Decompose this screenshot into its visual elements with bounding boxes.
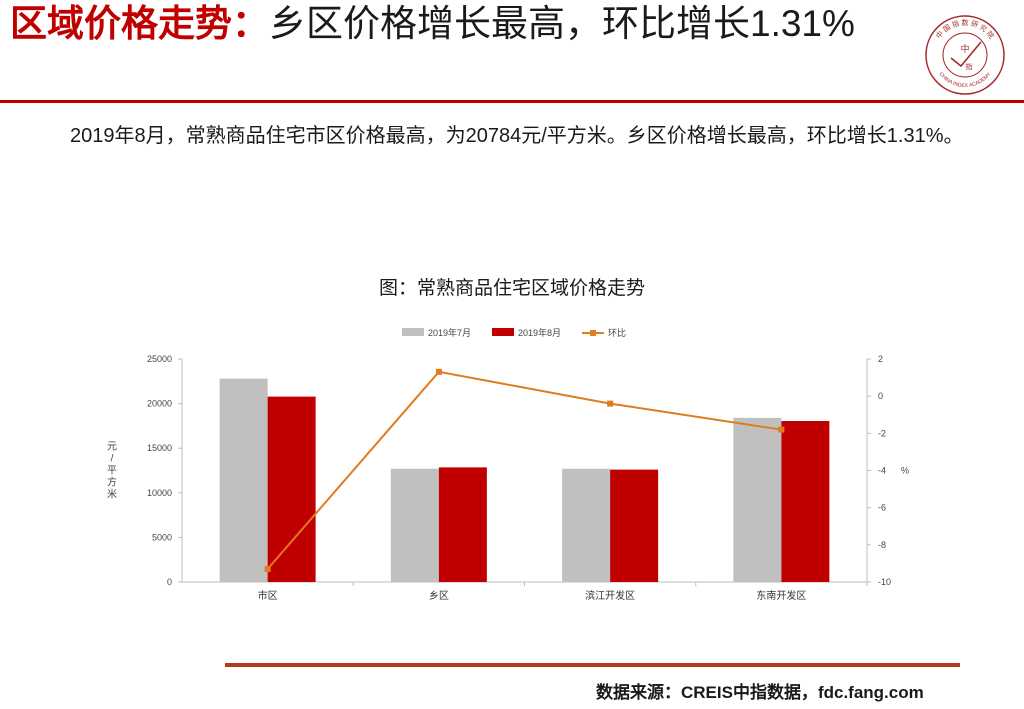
y-axis-label-char: 米 xyxy=(107,488,117,501)
bar-jul xyxy=(562,468,611,582)
legend-label: 2019年8月 xyxy=(518,327,561,338)
y2-axis-label: % xyxy=(901,466,909,476)
footer-divider xyxy=(225,663,960,667)
bar-jul xyxy=(733,417,782,582)
chart-title: 图：常熟商品住宅区域价格走势 xyxy=(378,278,645,299)
mom-change-point xyxy=(778,426,785,433)
bar-jul xyxy=(219,378,268,582)
right-tick-label: -10 xyxy=(878,577,891,587)
x-tick-label: 市区 xyxy=(258,589,278,602)
bar-aug xyxy=(267,396,316,582)
x-tick-label: 东南开发区 xyxy=(756,589,806,602)
logo-english-text: CHINA INDEX ACADEMY xyxy=(938,71,993,89)
bar-jul xyxy=(390,468,439,582)
right-tick-label: -8 xyxy=(878,540,886,550)
legend-swatch-marker xyxy=(590,330,596,336)
data-source: 数据来源：CREIS中指数据，fdc.fang.com xyxy=(596,683,924,702)
left-tick-label: 15000 xyxy=(147,443,172,453)
title-accent: 区域价格走势： xyxy=(10,3,269,44)
summary-text: 2019年8月，常熟商品住宅市区价格最高，为20784元/平方米。乡区价格增长最… xyxy=(70,125,964,147)
logo-ring-text: 中 国 指 数 研 究 院 xyxy=(934,18,996,40)
y-axis-label-char: 方 xyxy=(107,476,117,489)
right-tick-label: -6 xyxy=(878,503,886,513)
price-trend-chart: 0 5000 10000 15000 20000 25000 -10 -8 -6 -4 -2 0 2 元/… xyxy=(107,327,909,602)
right-tick-label: -2 xyxy=(878,428,886,438)
x-tick-label: 乡区 xyxy=(429,590,449,602)
y-axis-label-char: 元 xyxy=(107,442,117,453)
right-tick-label: 0 xyxy=(878,391,883,401)
right-tick-label: 2 xyxy=(878,354,883,364)
left-tick-label: 0 xyxy=(167,577,172,587)
legend-label: 2019年7月 xyxy=(428,327,471,338)
legend-swatch xyxy=(492,328,514,336)
logo-center-bottom: 指 xyxy=(966,62,973,71)
legend-label: 环比 xyxy=(608,327,626,338)
left-tick-label: 10000 xyxy=(147,488,172,498)
y-axis-label-char: 平 xyxy=(107,466,117,477)
bar-aug xyxy=(610,469,659,582)
x-tick-label: 滨江开发区 xyxy=(585,589,635,602)
left-tick-label: 25000 xyxy=(147,354,172,364)
bar-aug xyxy=(438,467,487,582)
mom-change-point xyxy=(264,565,271,572)
legend-swatch xyxy=(402,328,424,336)
left-tick-label: 20000 xyxy=(147,399,172,409)
mom-change-point xyxy=(435,368,442,375)
left-tick-label: 5000 xyxy=(152,532,172,542)
right-tick-label: -4 xyxy=(878,466,886,476)
logo-center-top: 中 xyxy=(960,43,969,54)
title-rest: 乡区价格增长最高，环比增长1.31% xyxy=(269,3,855,44)
y-axis-label-char: / xyxy=(111,454,114,465)
mom-change-line xyxy=(266,370,782,570)
seal-logo-icon: 中 国 指 数 研 究 院 CHINA INDEX ACADEMY 中 指 xyxy=(925,15,1005,95)
page-title: 区域价格走势：乡区价格增长最高，环比增长1.31% xyxy=(10,2,910,46)
mom-change-point xyxy=(607,400,614,407)
bar-aug xyxy=(781,420,830,582)
title-divider xyxy=(0,100,1024,103)
